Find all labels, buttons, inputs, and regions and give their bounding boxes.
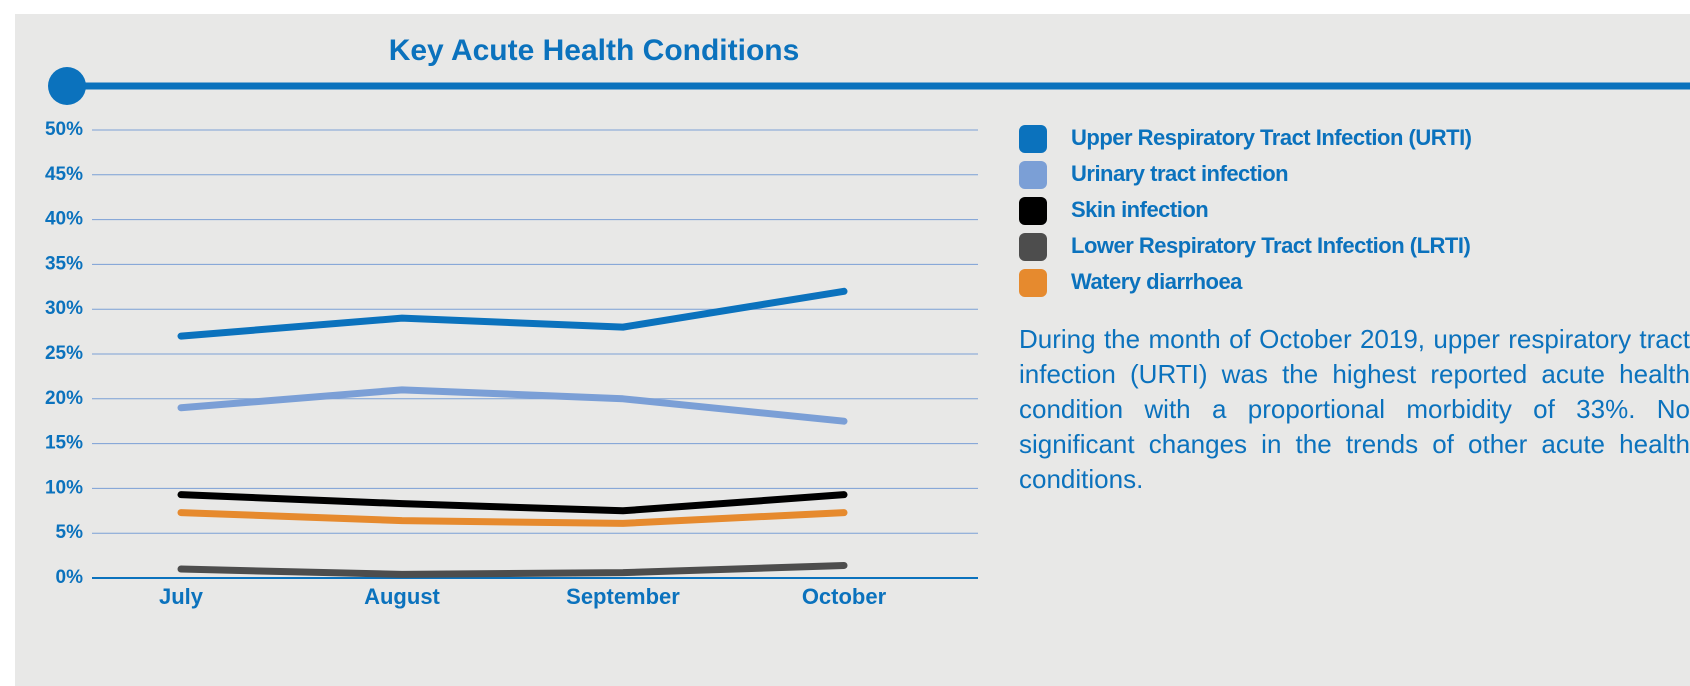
legend-label: Lower Respiratory Tract Infection (LRTI) [1071,233,1470,258]
legend-label: Watery diarrhoea [1071,269,1243,294]
y-tick-label: 40% [45,209,83,230]
y-tick-label: 20% [45,388,83,409]
y-tick-label: 15% [45,433,83,454]
legend-label: Upper Respiratory Tract Infection (URTI) [1071,125,1472,150]
series-line [177,491,848,515]
legend-swatch [1019,233,1047,261]
y-tick-label: 30% [45,298,83,319]
series-line [177,287,848,340]
header-dot [48,67,86,105]
legend-swatch [1019,269,1047,297]
legend-swatch [1019,125,1047,153]
series-line [177,509,848,527]
y-tick-label: 5% [56,522,84,543]
legend-label: Urinary tract infection [1071,161,1288,186]
y-tick-label: 0% [56,567,84,588]
legend-swatch [1019,161,1047,189]
x-tick-label: July [159,584,204,609]
legend-swatch [1019,197,1047,225]
series-line [177,561,848,578]
y-tick-label: 25% [45,343,83,364]
x-tick-label: October [802,584,887,609]
chart-title: Key Acute Health Conditions [389,34,800,67]
summary-text: During the month of October 2019, upper … [1019,324,1690,494]
series-line [177,386,848,425]
y-tick-label: 35% [45,253,83,274]
legend-label: Skin infection [1071,197,1208,222]
y-tick-label: 50% [45,119,83,140]
y-tick-label: 10% [45,477,83,498]
x-tick-label: August [364,584,440,609]
x-tick-label: September [566,584,680,609]
y-tick-label: 45% [45,164,83,185]
